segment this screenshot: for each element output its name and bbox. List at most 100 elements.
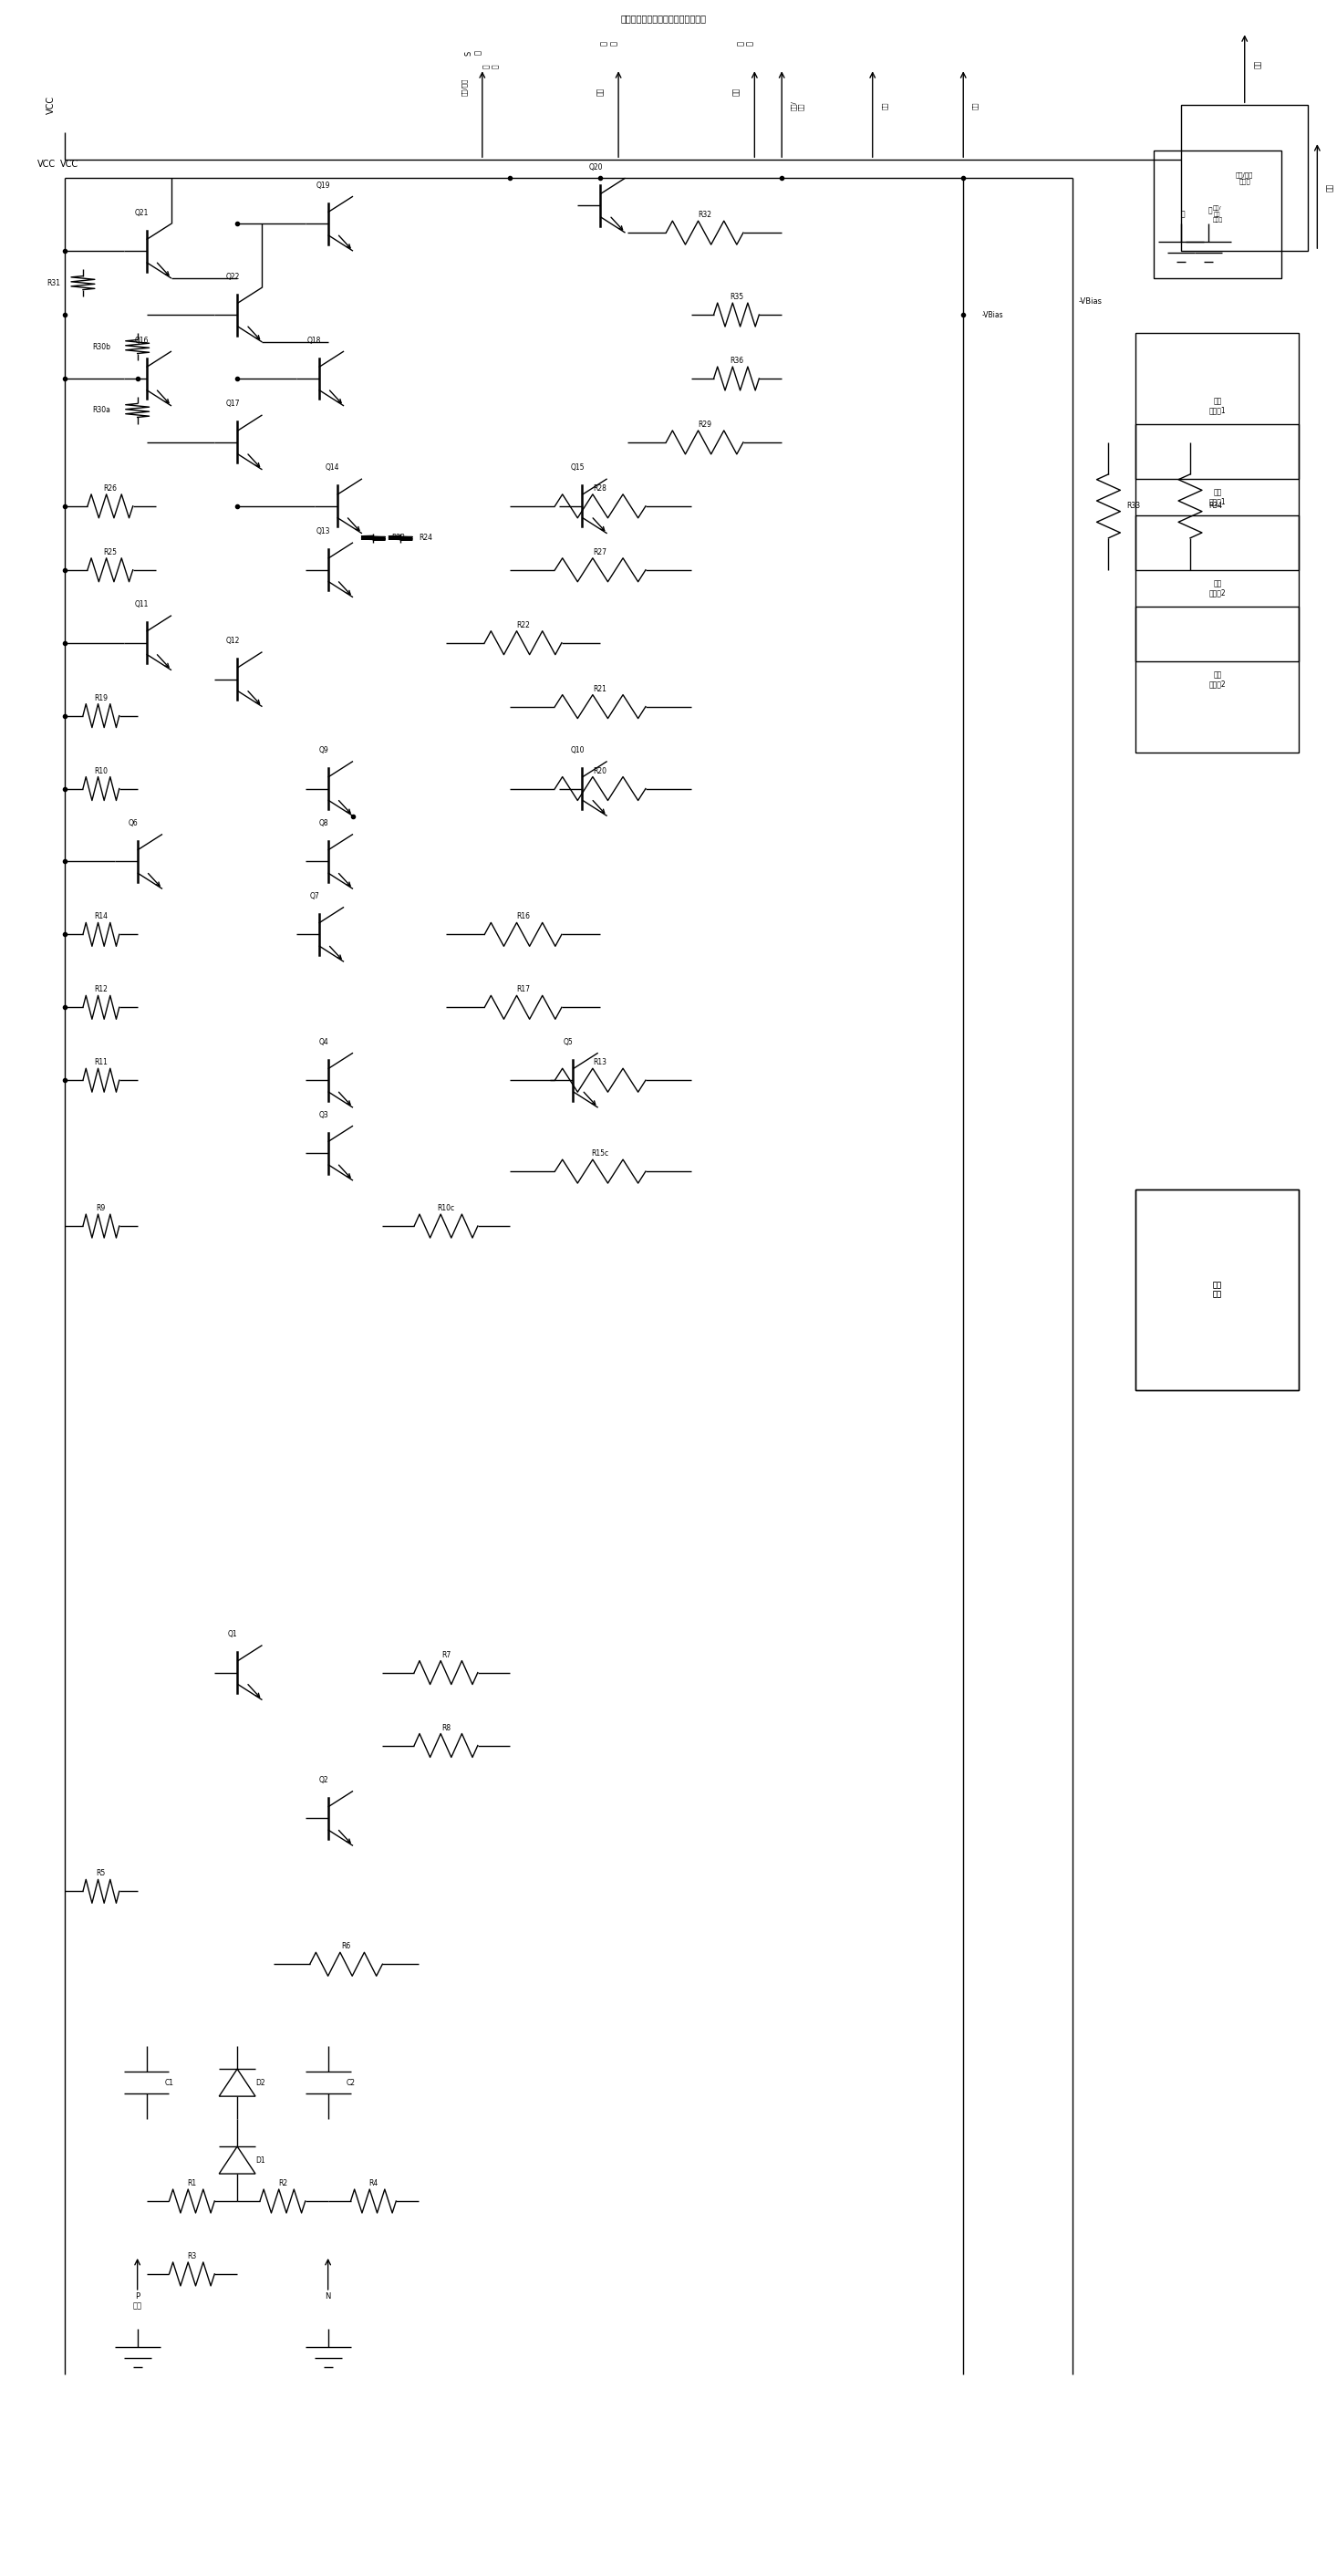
- Text: S
发: S 发: [464, 52, 483, 54]
- Text: 输出: 输出: [596, 88, 604, 95]
- Text: Q20: Q20: [588, 162, 603, 170]
- Text: R23: R23: [392, 533, 405, 541]
- Text: Q6: Q6: [128, 819, 138, 827]
- Bar: [1135, 425, 1300, 569]
- Text: R3: R3: [187, 2251, 197, 2259]
- Text: R17: R17: [516, 987, 529, 994]
- Text: R35: R35: [730, 294, 743, 301]
- Text: Q17: Q17: [226, 399, 239, 407]
- Text: R9: R9: [96, 1203, 106, 1213]
- Text: 输出: 输出: [1254, 59, 1262, 70]
- Text: C1: C1: [164, 2079, 174, 2087]
- Text: R6: R6: [341, 1942, 350, 1950]
- Text: R14: R14: [95, 912, 108, 920]
- Text: 输出: 输出: [881, 100, 888, 108]
- Text: 平衡
控制: 平衡 控制: [1213, 1280, 1222, 1298]
- Text: 监测/电平
设置器: 监测/电平 设置器: [1235, 173, 1254, 185]
- Polygon shape: [219, 2069, 255, 2097]
- Text: Q22: Q22: [226, 273, 239, 281]
- Text: 输
出: 输 出: [600, 41, 618, 46]
- Text: R26: R26: [103, 484, 118, 492]
- Text: R36: R36: [730, 355, 743, 366]
- Bar: [1135, 1190, 1300, 1391]
- Text: 地: 地: [1209, 206, 1213, 214]
- Text: P
输入: P 输入: [132, 2293, 142, 2311]
- Text: R10: R10: [95, 768, 108, 775]
- Text: R31: R31: [47, 278, 60, 286]
- Text: N: N: [325, 2293, 330, 2300]
- Bar: [1154, 152, 1281, 278]
- Text: R32: R32: [698, 211, 711, 219]
- Text: 复位: 复位: [972, 100, 979, 108]
- Text: R4: R4: [369, 2179, 378, 2187]
- Text: R15c: R15c: [591, 1149, 608, 1157]
- Text: Q19: Q19: [317, 180, 330, 191]
- Text: 输出: 输出: [1326, 183, 1334, 191]
- Text: Q10: Q10: [571, 747, 584, 755]
- Text: R22: R22: [516, 621, 529, 629]
- Text: 发送/
接收: 发送/ 接收: [792, 100, 804, 111]
- Text: Q15: Q15: [571, 464, 584, 471]
- Text: D1: D1: [255, 2156, 265, 2164]
- Text: 低通
滤波器2: 低通 滤波器2: [1209, 670, 1226, 688]
- Text: 平衡
控制: 平衡 控制: [1213, 1280, 1222, 1298]
- Text: C2: C2: [346, 2079, 356, 2087]
- Text: Q13: Q13: [317, 528, 330, 536]
- Text: Q12: Q12: [226, 636, 239, 644]
- Text: Q2: Q2: [318, 1775, 329, 1785]
- Text: 发送/接收: 发送/接收: [461, 77, 467, 95]
- Text: Q18: Q18: [308, 335, 321, 345]
- Text: 复位: 复位: [733, 88, 741, 95]
- Text: 低通
滤波器1: 低通 滤波器1: [1209, 397, 1226, 415]
- Text: Q4: Q4: [318, 1038, 329, 1046]
- Text: Q5: Q5: [564, 1038, 574, 1046]
- Text: R28: R28: [594, 484, 607, 492]
- Text: R34: R34: [1209, 502, 1222, 510]
- Bar: [1135, 515, 1300, 662]
- Text: D2: D2: [255, 2079, 265, 2087]
- Text: VCC: VCC: [47, 95, 56, 113]
- Text: R30b: R30b: [92, 343, 110, 350]
- Text: Q7: Q7: [309, 891, 320, 899]
- Text: R20: R20: [594, 768, 607, 775]
- Text: 复
位: 复 位: [737, 41, 754, 46]
- Bar: [1135, 605, 1300, 752]
- Bar: [1135, 1190, 1300, 1391]
- Text: R5: R5: [96, 1870, 106, 1878]
- Text: 监测/
电平
设置器: 监测/ 电平 设置器: [1213, 206, 1222, 224]
- Text: R12: R12: [95, 987, 108, 994]
- Text: R21: R21: [594, 685, 607, 693]
- Text: R30a: R30a: [92, 407, 110, 415]
- Text: Q1: Q1: [227, 1631, 238, 1638]
- Text: R10c: R10c: [437, 1203, 455, 1213]
- Text: R1: R1: [187, 2179, 197, 2187]
- Text: R19: R19: [95, 693, 108, 703]
- Text: VCC: VCC: [37, 160, 56, 170]
- Text: R13: R13: [594, 1059, 607, 1066]
- Bar: [1135, 332, 1300, 479]
- Text: R27: R27: [594, 549, 607, 556]
- Text: 低通
滤波器1: 低通 滤波器1: [1209, 489, 1226, 505]
- Text: Q9: Q9: [318, 747, 329, 755]
- Text: R33: R33: [1127, 502, 1140, 510]
- Text: Q8: Q8: [318, 819, 329, 827]
- Text: 自适应突发模式信号接收再生放大器: 自适应突发模式信号接收再生放大器: [620, 13, 707, 23]
- Text: VCC: VCC: [60, 160, 79, 170]
- Text: R2: R2: [278, 2179, 287, 2187]
- Polygon shape: [219, 2146, 255, 2174]
- Text: 低通
滤波器2: 低通 滤波器2: [1209, 580, 1226, 598]
- Text: R16: R16: [516, 912, 529, 920]
- Text: 发
送: 发 送: [483, 64, 500, 70]
- Text: -VBias: -VBias: [981, 312, 1003, 319]
- Text: R7: R7: [441, 1651, 451, 1659]
- Text: R29: R29: [698, 420, 711, 428]
- Text: -VBias: -VBias: [1079, 296, 1102, 307]
- Text: Q14: Q14: [325, 464, 340, 471]
- Text: Q16: Q16: [135, 335, 148, 345]
- Bar: [1181, 106, 1308, 250]
- Text: 地: 地: [1181, 211, 1186, 219]
- Text: R24: R24: [418, 533, 432, 541]
- Text: Q21: Q21: [135, 209, 148, 216]
- Text: Q3: Q3: [318, 1110, 329, 1118]
- Text: R8: R8: [441, 1723, 451, 1731]
